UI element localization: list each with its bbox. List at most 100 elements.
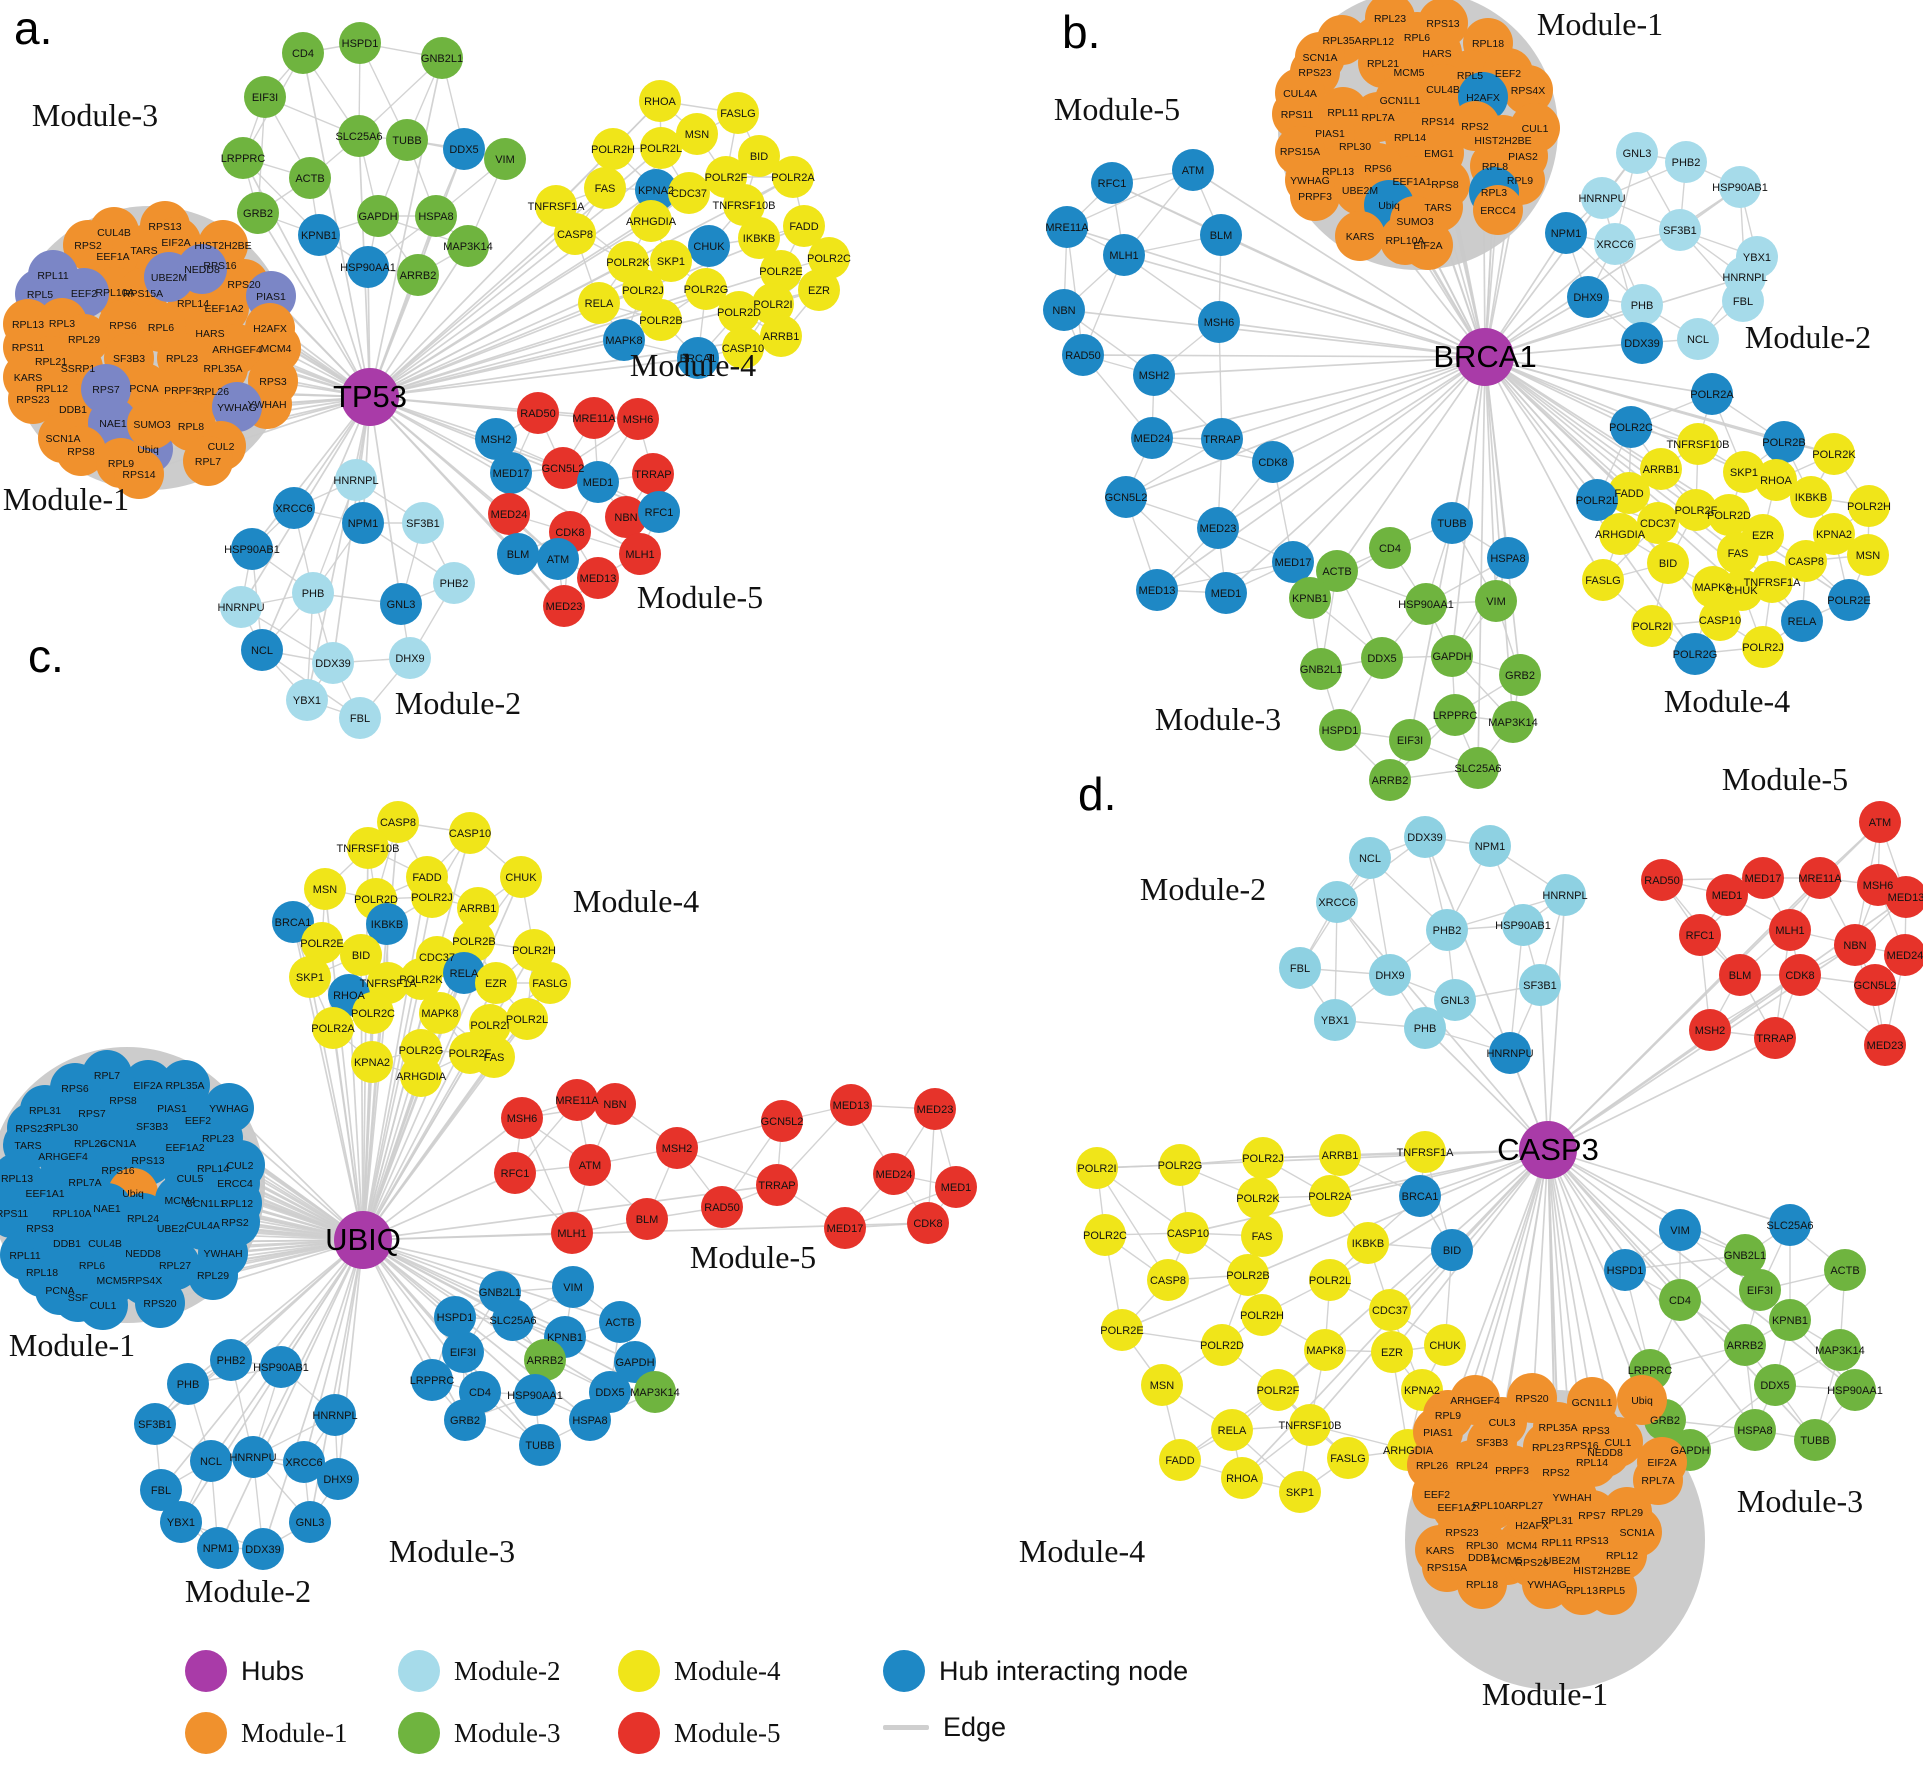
- node-BRCA1[interactable]: [272, 901, 314, 943]
- node-POLR2D[interactable]: [1201, 1324, 1243, 1366]
- node-YBX1[interactable]: [286, 679, 328, 721]
- node-GAPDH[interactable]: [614, 1341, 656, 1383]
- node-MAPK8[interactable]: [419, 992, 461, 1034]
- node-IKBKB[interactable]: [1790, 476, 1832, 518]
- node-CDK8[interactable]: [1779, 954, 1821, 996]
- node-TUBB[interactable]: [519, 1424, 561, 1466]
- node-POLR2G[interactable]: [1159, 1144, 1201, 1186]
- node-GCN5L2[interactable]: [1854, 964, 1896, 1006]
- node-BLM[interactable]: [497, 533, 539, 575]
- node-NEDD8[interactable]: [177, 244, 227, 294]
- node-POLR2J[interactable]: [1742, 626, 1784, 668]
- node-HNRNPL[interactable]: [335, 459, 377, 501]
- node-MSN[interactable]: [1847, 534, 1889, 576]
- node-DDX5[interactable]: [1754, 1364, 1796, 1406]
- node-GCN5L2[interactable]: [761, 1100, 803, 1142]
- node-MED13[interactable]: [1136, 569, 1178, 611]
- node-DDX39[interactable]: [1621, 322, 1663, 364]
- node-MED1[interactable]: [1205, 572, 1247, 614]
- node-NBN[interactable]: [605, 496, 647, 538]
- node-RELA[interactable]: [1211, 1409, 1253, 1451]
- node-ARHGDIA[interactable]: [630, 200, 672, 242]
- node-MLH1[interactable]: [551, 1212, 593, 1254]
- node-POLR2L[interactable]: [1309, 1259, 1351, 1301]
- node-Ubiq[interactable]: [1617, 1375, 1667, 1425]
- node-FASLG[interactable]: [717, 92, 759, 134]
- node-GAPDH[interactable]: [357, 195, 399, 237]
- node-POLR2C[interactable]: [352, 992, 394, 1034]
- node-MED23[interactable]: [1197, 507, 1239, 549]
- node-HSPA8[interactable]: [415, 195, 457, 237]
- node-MAP3K14[interactable]: [1819, 1329, 1861, 1371]
- node-ATM[interactable]: [569, 1144, 611, 1186]
- node-HSPD1[interactable]: [1319, 709, 1361, 751]
- node-VIM[interactable]: [484, 138, 526, 180]
- node-PHB2[interactable]: [1665, 141, 1707, 183]
- node-DDX39[interactable]: [1404, 816, 1446, 858]
- node-HSP90AB1[interactable]: [1719, 166, 1761, 208]
- node-VIM[interactable]: [1475, 580, 1517, 622]
- node-MED17[interactable]: [1742, 857, 1784, 899]
- node-TRRAP[interactable]: [1754, 1017, 1796, 1059]
- node-HSP90AB1[interactable]: [260, 1346, 302, 1388]
- node-SLC25A6[interactable]: [338, 115, 380, 157]
- node-RPS14[interactable]: [114, 449, 164, 499]
- node-NBN[interactable]: [594, 1083, 636, 1125]
- node-MAP3K14[interactable]: [447, 225, 489, 267]
- node-POLR2B[interactable]: [640, 299, 682, 341]
- node-CHUK[interactable]: [500, 856, 542, 898]
- node-SKP1[interactable]: [1723, 451, 1765, 493]
- node-MSH2[interactable]: [656, 1127, 698, 1169]
- node-ARRB1[interactable]: [457, 887, 499, 929]
- node-LRPPRC[interactable]: [1434, 694, 1476, 736]
- node-FADD[interactable]: [1159, 1439, 1201, 1481]
- node-ACTB[interactable]: [1824, 1249, 1866, 1291]
- node-RFC1[interactable]: [1679, 914, 1721, 956]
- node-MSH6[interactable]: [1198, 301, 1240, 343]
- node-POLR2C[interactable]: [808, 237, 850, 279]
- node-NPM1[interactable]: [342, 502, 384, 544]
- node-SLC25A6[interactable]: [492, 1299, 534, 1341]
- node-RHOA[interactable]: [1755, 459, 1797, 501]
- node-CD4[interactable]: [1659, 1279, 1701, 1321]
- node-POLR2L[interactable]: [1576, 479, 1618, 521]
- node-GNB2L1[interactable]: [1724, 1234, 1766, 1276]
- node-CDC37[interactable]: [1637, 502, 1679, 544]
- node-HSPA8[interactable]: [569, 1399, 611, 1441]
- node-POLR2D[interactable]: [1708, 494, 1750, 536]
- node-CDC37[interactable]: [1369, 1289, 1411, 1331]
- node-GNL3[interactable]: [380, 583, 422, 625]
- node-FBL[interactable]: [1279, 947, 1321, 989]
- node-TUBB[interactable]: [1431, 502, 1473, 544]
- node-MED24[interactable]: [488, 493, 530, 535]
- node-PHB[interactable]: [167, 1363, 209, 1405]
- node-MRE11A[interactable]: [573, 397, 615, 439]
- node-POLR2I[interactable]: [1631, 605, 1673, 647]
- node-POLR2C[interactable]: [1084, 1214, 1126, 1256]
- node-FAS[interactable]: [1717, 532, 1759, 574]
- node-KPNB1[interactable]: [1289, 577, 1331, 619]
- node-POLR2A[interactable]: [772, 156, 814, 198]
- node-NCL[interactable]: [241, 629, 283, 671]
- node-SUMO3[interactable]: [127, 399, 177, 449]
- node-HNRNPU[interactable]: [220, 586, 262, 628]
- node-ACTB[interactable]: [289, 157, 331, 199]
- node-FADD[interactable]: [1608, 472, 1650, 514]
- node-SKP1[interactable]: [650, 240, 692, 282]
- node-MSN[interactable]: [1141, 1364, 1183, 1406]
- node-SKP1[interactable]: [289, 956, 331, 998]
- node-MED17[interactable]: [824, 1207, 866, 1249]
- node-MAP3K14[interactable]: [1492, 701, 1534, 743]
- node-TNFRSF1A[interactable]: [1751, 561, 1793, 603]
- node-EZR[interactable]: [798, 269, 840, 311]
- node-FBL[interactable]: [140, 1469, 182, 1511]
- node-CDC37[interactable]: [668, 172, 710, 214]
- node-MED13[interactable]: [1885, 876, 1923, 918]
- node-KPNB1[interactable]: [298, 214, 340, 256]
- node-EIF3I[interactable]: [1739, 1269, 1781, 1311]
- node-HNRNPU[interactable]: [232, 1436, 274, 1478]
- node-NBN[interactable]: [1834, 924, 1876, 966]
- node-POLR2K[interactable]: [400, 958, 442, 1000]
- node-SF3B1[interactable]: [1659, 209, 1701, 251]
- node-POLR2A[interactable]: [1691, 373, 1733, 415]
